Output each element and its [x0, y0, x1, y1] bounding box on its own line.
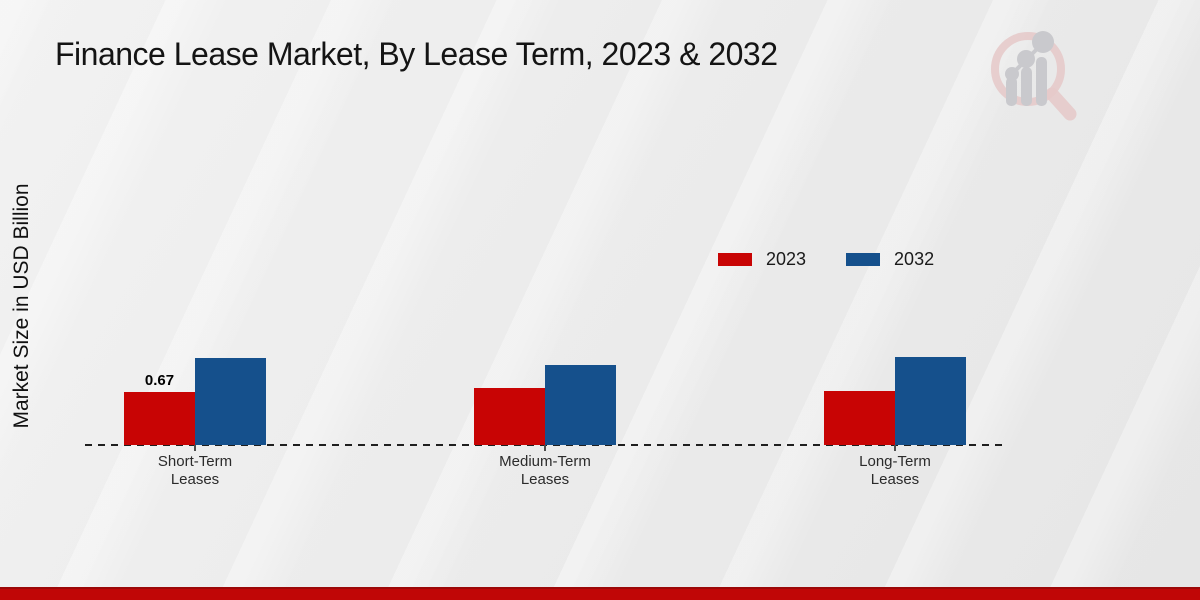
chart-title: Finance Lease Market, By Lease Term, 202… — [55, 36, 778, 72]
category-label-short-term: Short-Term Leases — [157, 453, 233, 488]
legend-item-2023: 2023 — [718, 249, 806, 270]
legend: 2023 2032 — [718, 249, 934, 270]
trend-dot-medium — [1017, 50, 1035, 68]
bar-2032-medium-term — [545, 365, 616, 445]
x-axis-tick — [544, 445, 546, 451]
x-axis-tick — [194, 445, 196, 451]
bar-glyph-small — [1006, 77, 1017, 106]
bar-glyph-medium — [1021, 67, 1032, 106]
trend-dot-large — [1032, 31, 1054, 53]
legend-label: 2023 — [766, 249, 807, 269]
x-axis-tick — [894, 445, 896, 451]
bar-2023-short-term — [124, 392, 195, 445]
x-axis-baseline — [85, 444, 1007, 446]
legend-item-2032: 2032 — [846, 249, 934, 270]
bar-glyph-large — [1036, 57, 1047, 106]
magnifier-handle — [1045, 87, 1077, 121]
footer-accent-bar — [0, 587, 1200, 600]
bar-2023-long-term — [824, 391, 895, 445]
legend-swatch-2023 — [718, 253, 752, 266]
trend-dot-small — [1005, 67, 1019, 81]
category-label-medium-term: Medium-Term Leases — [499, 453, 591, 488]
brand-logo-magnifier-icon — [991, 31, 1077, 121]
bar-value-label: 0.67 — [144, 372, 175, 389]
bar-2032-short-term — [195, 358, 266, 445]
y-axis-label: Market Size in USD Billion — [10, 183, 33, 429]
bar-2023-medium-term — [474, 388, 545, 445]
plot-area: 0.67 Short-Term Leases Medium-Term Leases Lon… — [85, 330, 1007, 488]
legend-label: 2032 — [894, 249, 935, 269]
category-label-long-term: Long-Term Leases — [859, 453, 931, 488]
bar-2032-long-term — [895, 357, 966, 445]
legend-swatch-2032 — [846, 253, 881, 266]
